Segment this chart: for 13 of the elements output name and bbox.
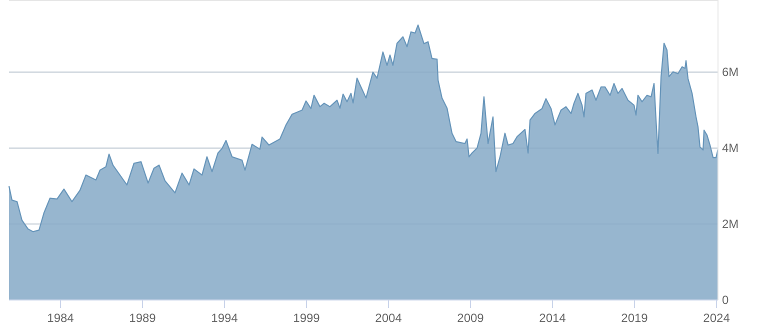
x-tick-label: 1994 <box>211 311 238 325</box>
x-tick-label: 2019 <box>621 311 648 325</box>
y-tick-label: 4M <box>722 141 739 156</box>
y-tick-label: 0 <box>722 293 729 307</box>
x-tick-label: 1984 <box>47 311 74 325</box>
x-tick-label: 1999 <box>293 311 320 325</box>
x-tick-label: 2009 <box>457 311 484 325</box>
x-tick-label: 2024 <box>703 311 730 325</box>
x-tick-label: 2004 <box>375 311 402 325</box>
y-tick-label: 6M <box>722 65 739 80</box>
y-tick-label: 2M <box>722 217 739 232</box>
x-tick-label: 1989 <box>129 311 156 325</box>
x-tick-label: 2014 <box>539 311 566 325</box>
